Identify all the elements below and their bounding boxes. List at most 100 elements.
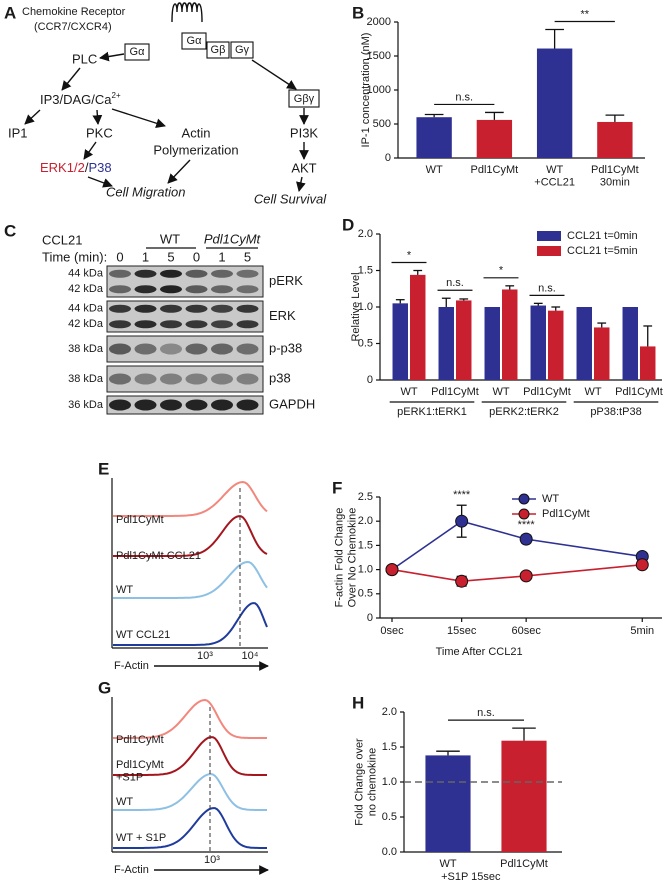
y-tick-label: 0: [367, 374, 373, 386]
y-tick-label: 0.5: [358, 337, 373, 349]
y-tick-label: 2.0: [358, 228, 373, 240]
blot: [106, 300, 264, 333]
significance-label: **: [580, 8, 589, 20]
text-line: Pdl1CyMt: [591, 164, 639, 176]
arrow: [92, 109, 103, 125]
bar: [640, 346, 656, 380]
x-tick-label: WT: [426, 164, 443, 176]
blot: [106, 365, 264, 393]
superscript: 2+: [112, 91, 121, 100]
y-axis-label: Fold Change overno chemokine: [354, 738, 379, 826]
x-tick-label: Pdl1CyMt: [523, 386, 571, 398]
panel-letter: E: [98, 459, 109, 478]
kda-label: 42 kDa: [68, 283, 104, 295]
band: [160, 343, 182, 355]
band: [211, 320, 233, 329]
x-tick-label: 0sec: [380, 625, 404, 637]
histogram-trace: [113, 772, 267, 811]
panel-letter: G: [98, 678, 111, 697]
band: [134, 373, 157, 385]
arrow: [87, 176, 113, 188]
band: [109, 269, 131, 278]
y-tick-label: 1000: [367, 84, 391, 96]
y-tick-label: 1.0: [358, 301, 373, 313]
g-beta: Gβ: [211, 44, 226, 56]
second-messengers: IP3/DAG/Ca2+: [40, 91, 121, 107]
y-tick-label: 1.0: [358, 564, 373, 576]
y-tick-label: 0.5: [382, 811, 397, 823]
band: [134, 269, 157, 278]
histogram-trace: [113, 698, 267, 739]
p38: P38: [88, 160, 111, 175]
kda-label: 38 kDa: [68, 373, 104, 385]
panel-letter: A: [4, 3, 16, 22]
kda-label: 44 kDa: [68, 303, 104, 315]
y-axis-label: Relative Level: [350, 272, 362, 341]
text-line: F-actin Fold Change: [334, 508, 346, 608]
panel-letter: B: [352, 3, 364, 22]
band: [185, 373, 208, 385]
x-axis-label: F-Actin: [114, 864, 149, 876]
bar: [576, 307, 592, 380]
significance-label: *: [499, 265, 504, 277]
x-axis-label: F-Actin: [114, 660, 149, 672]
x-tick-label: WT: [492, 386, 509, 398]
legend-swatch: [537, 231, 561, 241]
significance-label: *: [407, 249, 412, 261]
arrow: [83, 141, 97, 160]
x-tick-label: 60sec: [511, 625, 541, 637]
bar: [501, 740, 547, 852]
blot: [106, 265, 264, 298]
x-tick-label: 15sec: [447, 625, 477, 637]
receptor-sub: (CCR7/CXCR4): [34, 21, 112, 33]
x-tick-label: WT: [400, 386, 417, 398]
band: [160, 269, 182, 278]
panel-letter: C: [4, 221, 16, 240]
ip1: IP1: [8, 125, 28, 140]
band: [236, 320, 259, 329]
band: [211, 343, 233, 355]
band: [109, 320, 131, 329]
x-tick-label: Pdl1CyMt: [615, 386, 663, 398]
group-label: pERK1:tERK1: [397, 406, 467, 418]
protein-label: pERK: [269, 273, 303, 288]
band: [160, 373, 182, 385]
legend-marker: [518, 493, 530, 505]
histogram-trace: [113, 560, 268, 599]
cell-migration: Cell Migration: [106, 184, 185, 199]
trace-label: WT: [116, 796, 133, 808]
time-point: 5: [244, 249, 251, 264]
trace-label: Pdl1CyMt: [116, 734, 164, 746]
band: [185, 399, 208, 411]
band: [236, 343, 259, 355]
legend-marker: [518, 508, 530, 520]
x-tick-label: WT +CCL21: [534, 164, 575, 189]
text-line: Pdl1CyMt: [116, 759, 164, 771]
y-tick-label: 1500: [367, 50, 391, 62]
time-point: 5: [167, 249, 174, 264]
band: [160, 304, 182, 313]
text-line: Over No Chemokine: [346, 508, 358, 608]
receptor-label: Chemokine Receptor: [22, 6, 126, 18]
bar: [530, 305, 546, 380]
band: [211, 399, 233, 411]
pi3k: PI3K: [290, 125, 319, 140]
y-tick-label: 0.0: [382, 846, 397, 858]
histogram-trace: [113, 807, 267, 849]
trace-label: Pdl1CyMt CCL21: [116, 550, 201, 562]
y-tick-label: 0: [385, 152, 391, 164]
band: [211, 304, 233, 313]
x-tick-label: Pdl1CyMt: [431, 386, 479, 398]
x-tick-label: WT: [439, 858, 456, 870]
y-tick-label: 2.0: [358, 515, 373, 527]
histogram-trace: [113, 480, 268, 517]
cell-survival: Cell Survival: [254, 191, 327, 206]
bar: [536, 48, 573, 158]
erk-p38: ERK1/2/P38: [40, 160, 112, 175]
band: [160, 320, 182, 329]
x-tick-label: Pdl1CyMt: [500, 858, 548, 870]
g-gamma-box: [230, 41, 254, 59]
protein-label: p38: [269, 370, 291, 385]
data-point: [455, 574, 469, 588]
